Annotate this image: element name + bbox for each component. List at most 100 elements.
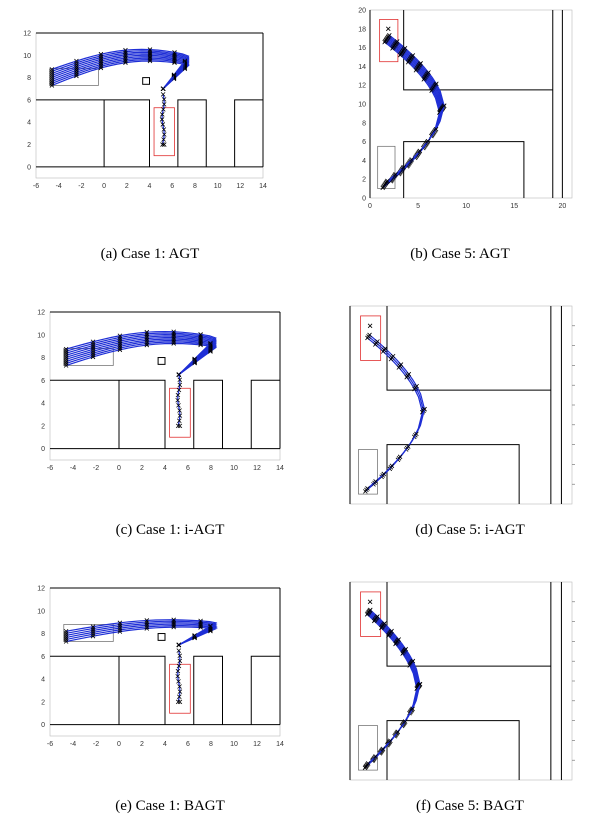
trajectory-marker [117,333,123,339]
trajectory-path [367,684,421,764]
trajectory-marker [434,81,439,87]
trajectory-marker [176,648,182,653]
parking-block-mid [177,99,207,167]
trajectory-marker [394,39,400,44]
x-tick-label: 0 [102,183,106,190]
caption-d: (d) Case 5: i-AGT [415,522,525,538]
y-tick-label: 14 [358,64,366,71]
y-tick-label: 8 [362,120,366,127]
trajectory-marker [176,679,181,684]
trajectory-marker [380,746,386,752]
y-tick-label: 12 [23,31,31,38]
trajectory-marker [375,339,380,344]
trajectory-marker [208,623,213,629]
lower-block [386,720,520,780]
trajectory-marker [49,69,55,74]
trajectory-marker [63,350,69,356]
obstacle-square [142,77,151,85]
y-tick-label: 6 [41,654,45,661]
trajectory-marker [441,103,447,109]
trajectory-marker [49,81,55,86]
trajectory-marker [63,633,69,638]
y-tick-label: 6 [27,97,31,104]
x-tick-label: 12 [253,465,261,472]
trajectory-marker [159,112,165,117]
trajectory-path [365,687,419,768]
trajectory-marker [177,658,183,664]
trajectory-marker [159,117,165,122]
trajectory-marker [433,126,439,132]
start-region [358,725,378,771]
caption-b: (b) Case 5: AGT [410,246,510,262]
trajectory-marker [161,97,167,102]
trajectory-marker [414,383,419,389]
x-tick-label: 4 [148,183,152,190]
trajectory-path [367,612,419,687]
y-tick-label: 12 [37,310,45,317]
x-tick-label: 20 [558,203,566,210]
plot-case1-iagt: -6 -4 -2 0 2 4 6 8 10 12 14 0 2 4 6 8 10 12 [37,310,284,473]
trajectory-path [367,684,420,765]
y-tick-label: 10 [37,332,45,339]
upper-block [386,306,551,391]
x-tick-label: 4 [163,465,167,472]
trajectory-marker [161,132,167,137]
trajectory-marker [395,729,401,735]
trajectory-marker [49,75,55,80]
trajectory-marker [409,157,415,162]
trajectory-marker [192,356,197,362]
figure-panel-a: -6 -4 -2 0 2 4 6 8 10 12 14 0 2 4 6 8 10 12 [8,8,288,218]
trajectory-marker [161,137,166,142]
trajectory-marker [177,699,183,705]
trajectory-marker [414,431,419,437]
trajectory-path [385,39,442,111]
y-tick-label: 2 [362,177,366,184]
trajectory-marker [175,699,181,705]
y-tick-label: 2 [41,699,45,706]
trajectory-marker [396,637,401,642]
x-tick-label: -6 [47,741,53,748]
trajectory-marker [90,339,96,345]
trajectory-marker [63,355,69,360]
trajectory-marker [177,377,183,383]
trajectory-marker [192,633,197,638]
trajectory-marker [49,83,55,88]
trajectory-marker [63,357,69,362]
y-tick-label: 2 [27,142,31,149]
y-tick-label: 8 [41,631,45,638]
trajectory-marker [208,342,213,347]
parking-block-left [36,99,150,167]
trajectory-marker [401,164,406,170]
y-tick-label: 18 [358,26,366,33]
trajectory-marker [161,142,167,147]
y-tick-label: 6 [41,378,45,385]
trajectory-marker [160,86,166,92]
trajectory-marker [426,70,431,75]
trajectory-marker [177,684,182,689]
trajectory-path [385,107,444,184]
trajectory-marker [390,353,396,359]
parking-block-left [50,379,166,449]
x-tick-label: -2 [93,465,99,472]
x-tick-label: -6 [47,465,53,472]
parking-block-right [250,655,280,725]
figure-panel-f [330,574,590,784]
x-tick-label: 8 [193,183,197,190]
x-tick-label: 10 [462,203,470,210]
trajectory-marker [365,486,370,491]
x-tick-label: 0 [117,465,121,472]
goal-region [360,315,382,361]
caption-c: (c) Case 1: i-AGT [115,522,225,538]
x-tick-label: -2 [93,741,99,748]
trajectory-marker [117,620,123,626]
trajectory-marker [160,142,165,147]
trajectory-marker [177,689,183,694]
trajectory-marker [63,348,69,354]
plot-case1-agt: -6 -4 -2 0 2 4 6 8 10 12 14 0 2 4 6 8 10 12 [23,31,267,191]
x-tick-label: 15 [510,203,518,210]
x-tick-label: 10 [230,465,238,472]
trajectory-marker [171,72,177,78]
plot-case5-agt: 0 5 10 15 20 0 2 4 6 8 10 12 14 16 18 20 [358,8,573,210]
trajectory-marker [389,628,394,634]
y-tick-label: 4 [362,158,366,165]
